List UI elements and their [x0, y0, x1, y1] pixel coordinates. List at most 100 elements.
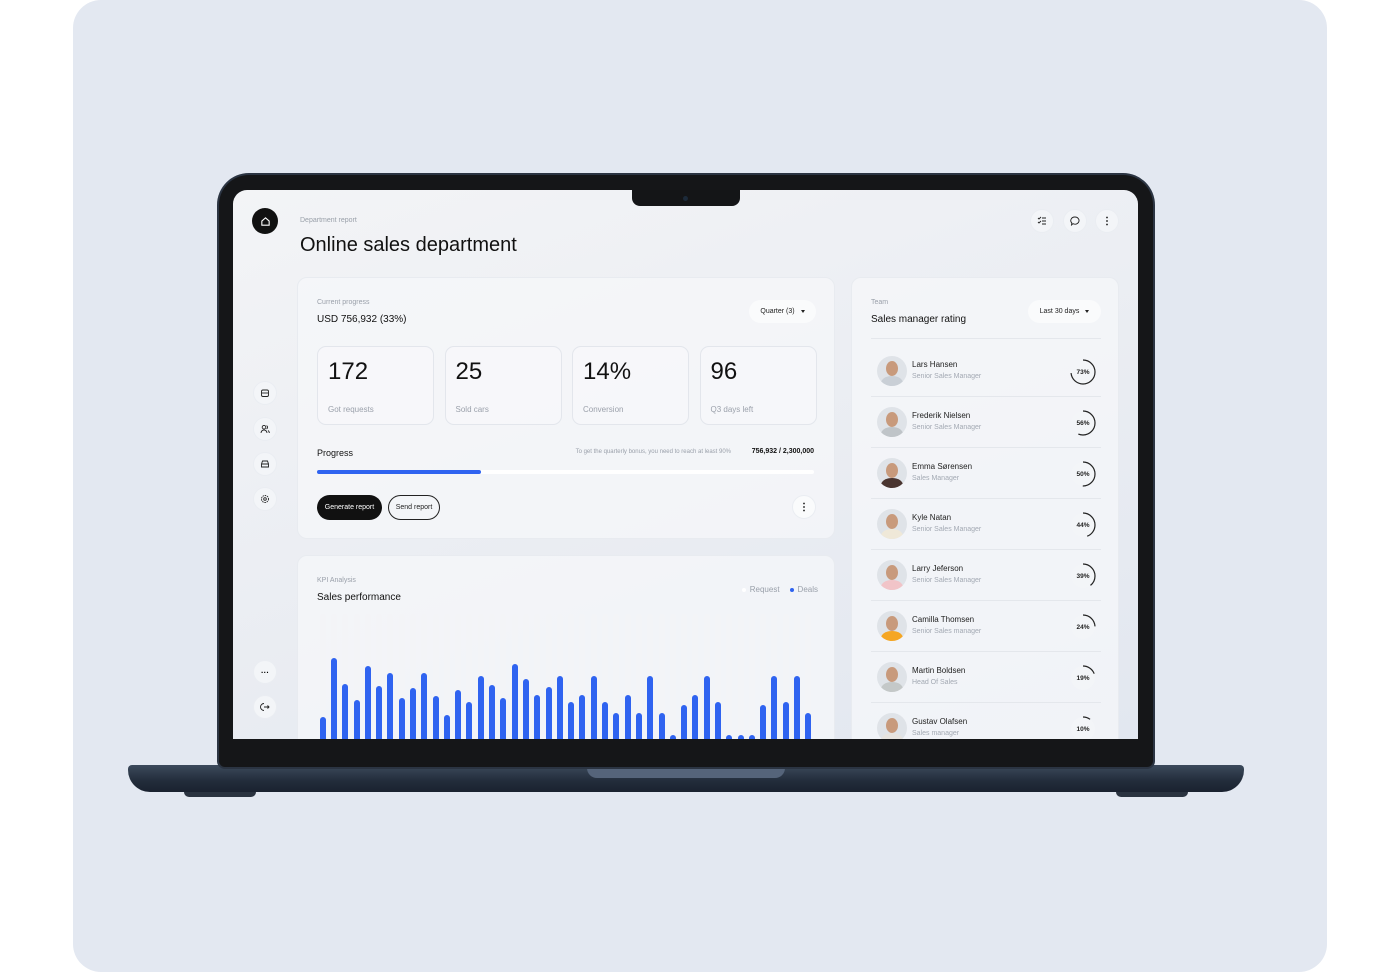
bonus-hint: To get the quarterly bonus, you need to …: [575, 449, 731, 455]
quarter-dropdown[interactable]: Quarter (3): [749, 300, 816, 323]
generate-report-button[interactable]: Generate report: [317, 495, 382, 520]
stat-tile: 14% Conversion: [572, 346, 689, 425]
deals-bar: [455, 690, 462, 739]
deals-bar: [624, 695, 631, 739]
more-button[interactable]: ⋮: [1095, 209, 1119, 233]
rating-ring: 44%: [1069, 511, 1097, 539]
stat-tile: 25 Sold cars: [444, 346, 562, 425]
request-bar: [681, 614, 688, 739]
deals-bar: [342, 684, 349, 739]
request-bar: [353, 614, 360, 739]
sales-performance-chart: [317, 614, 817, 739]
stat-label: Conversion: [583, 405, 624, 414]
legend-request: Request: [741, 585, 780, 594]
manager-row[interactable]: Lars Hansen Senior Sales Manager 73%: [871, 346, 1101, 397]
legend-deals: Deals: [789, 585, 818, 594]
manager-role: Sales Manager: [912, 475, 960, 482]
request-bar: [692, 614, 699, 739]
progress-card-label: Current progress: [317, 299, 370, 306]
manager-row[interactable]: Emma Sørensen Sales Manager 50%: [871, 448, 1101, 499]
sidebar-item-settings[interactable]: [253, 487, 277, 511]
request-bar: [500, 614, 507, 739]
card-more-button[interactable]: ⋮: [792, 495, 816, 519]
sidebar-more-button[interactable]: ···: [253, 660, 277, 684]
checklist-icon: [1037, 216, 1046, 225]
manager-row[interactable]: Frederik Nielsen Senior Sales Manager 56…: [871, 397, 1101, 448]
deals-bar: [737, 735, 744, 739]
manager-role: Senior Sales manager: [912, 628, 982, 635]
avatar: [877, 407, 907, 437]
avatar: [877, 662, 907, 692]
deals-bar: [658, 713, 665, 739]
send-report-button[interactable]: Send report: [388, 495, 440, 520]
progress-label: Progress: [317, 448, 354, 458]
stat-label: Sold cars: [455, 405, 489, 414]
deals-bar: [748, 735, 755, 739]
deals-bar: [319, 717, 326, 739]
period-dropdown[interactable]: Last 30 days: [1028, 300, 1101, 323]
tasks-button[interactable]: [1030, 209, 1054, 233]
request-bar: [466, 614, 473, 739]
manager-row[interactable]: Martin Boldsen Head Of Sales 19%: [871, 652, 1101, 703]
deals-bar: [782, 702, 789, 739]
team-card: Team Sales manager rating Last 30 days L…: [851, 277, 1119, 739]
deals-bar: [522, 679, 529, 739]
request-bar: [410, 614, 416, 739]
stat-label: Got requests: [328, 405, 374, 414]
request-bar: [579, 614, 586, 739]
request-bar: [534, 614, 541, 739]
request-bar: [398, 614, 405, 739]
deals-bar: [579, 695, 586, 739]
rating-value: 44%: [1076, 521, 1090, 529]
deals-bar: [500, 698, 507, 739]
rating-value: 19%: [1076, 674, 1090, 682]
chat-button[interactable]: [1063, 209, 1087, 233]
deals-bar: [421, 673, 428, 739]
request-bar: [635, 614, 642, 739]
home-button[interactable]: [252, 208, 278, 234]
more-vertical-icon: ⋮: [799, 501, 809, 513]
sidebar-item-store[interactable]: [253, 381, 277, 405]
manager-name: Gustav Olafsen: [912, 717, 968, 726]
page-title: Online sales department: [300, 234, 517, 256]
laptop-foot: [184, 792, 256, 797]
progress-bar-fill: [317, 470, 481, 474]
manager-row[interactable]: Kyle Natan Senior Sales Manager 44%: [871, 499, 1101, 550]
manager-name: Larry Jeferson: [912, 564, 964, 573]
deals-bar: [534, 695, 541, 739]
sidebar-item-users[interactable]: [253, 417, 277, 441]
deals-bar: [692, 695, 699, 739]
request-bar: [760, 614, 767, 739]
deals-bar: [669, 735, 676, 739]
deals-bar: [590, 676, 597, 739]
users-icon: [260, 424, 270, 434]
rating-value: 39%: [1076, 572, 1090, 580]
manager-role: Senior Sales Manager: [912, 373, 982, 380]
stat-value: 25: [455, 358, 483, 385]
logout-button[interactable]: [253, 695, 277, 719]
avatar: [877, 509, 907, 539]
deals-bar: [387, 673, 394, 739]
progress-amount: 756,932 / 2,300,000: [751, 448, 814, 455]
manager-name: Lars Hansen: [912, 360, 958, 369]
stat-value: 96: [710, 358, 738, 385]
legend-request-label: Request: [749, 585, 780, 594]
deals-bar: [398, 698, 405, 739]
manager-name: Emma Sørensen: [912, 462, 973, 471]
sidebar-item-cars[interactable]: [253, 452, 277, 476]
request-bar: [489, 614, 496, 739]
manager-role: Sales manager: [912, 730, 960, 737]
deals-bar: [681, 705, 688, 739]
laptop-hinge: [587, 765, 785, 778]
deals-bar: [635, 713, 642, 739]
manager-row[interactable]: Gustav Olafsen Sales manager 10%: [871, 703, 1101, 739]
manager-name: Camilla Thomsen: [912, 615, 975, 624]
manager-row[interactable]: Camilla Thomsen Senior Sales manager 24%: [871, 601, 1101, 652]
request-bar: [726, 614, 733, 739]
manager-role: Senior Sales Manager: [912, 526, 982, 533]
kpi-label: KPI Analysis: [317, 577, 356, 584]
manager-row[interactable]: Larry Jeferson Senior Sales Manager 39%: [871, 550, 1101, 601]
request-bar: [669, 614, 676, 739]
deals-bar: [364, 666, 371, 739]
manager-role: Senior Sales Manager: [912, 577, 982, 584]
